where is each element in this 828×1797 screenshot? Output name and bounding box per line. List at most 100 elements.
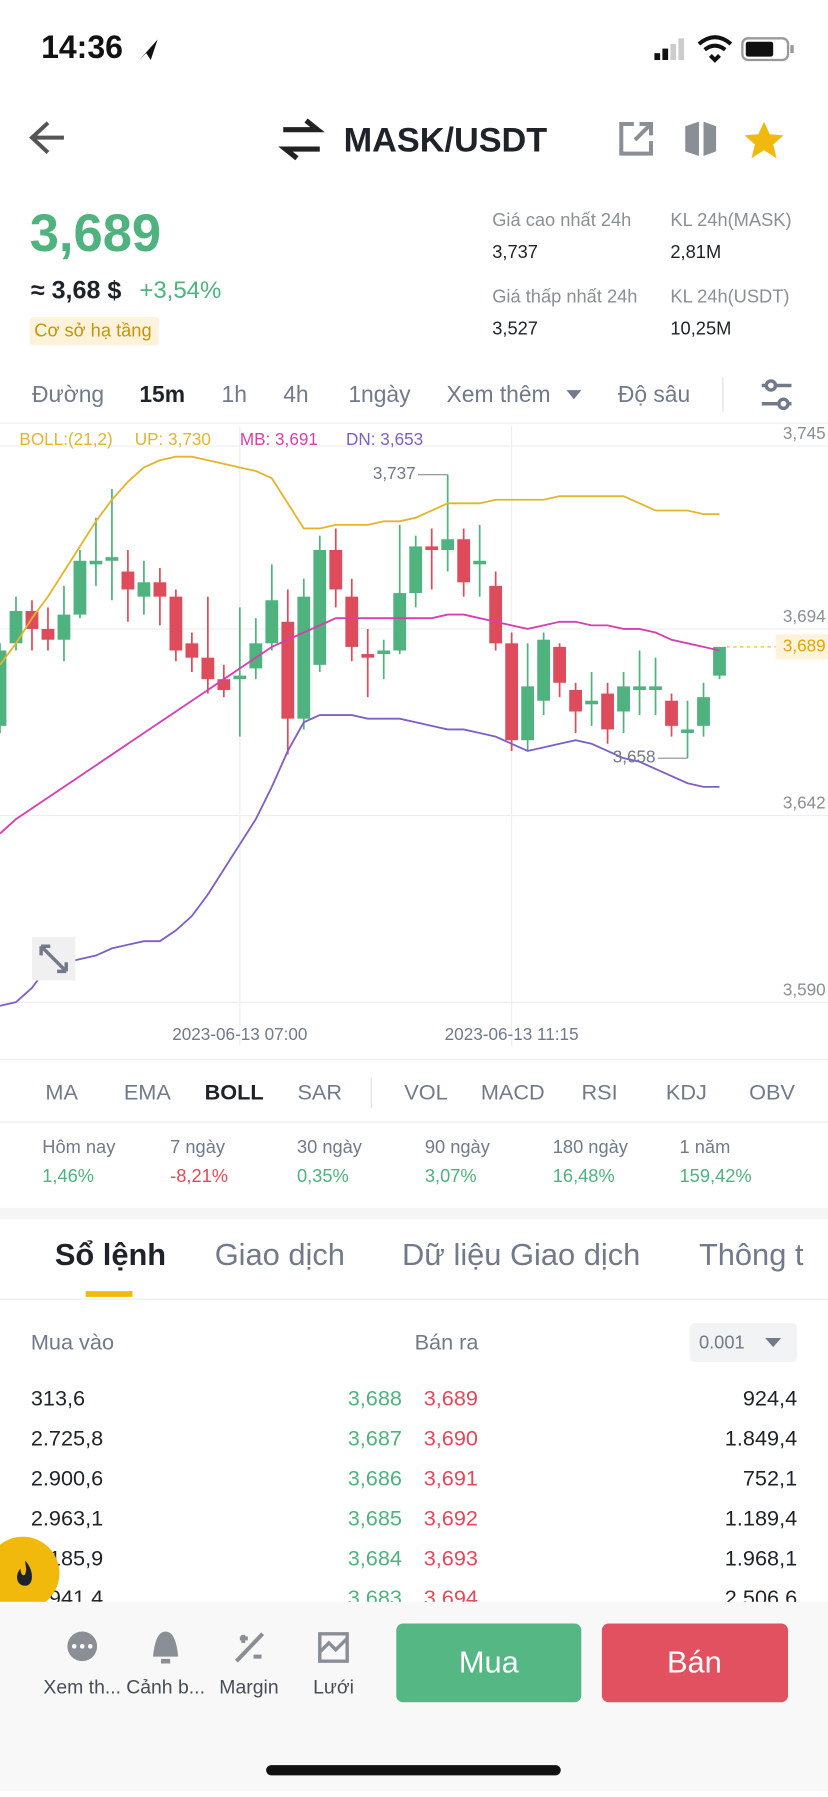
indicator-tab[interactable]: KDJ — [666, 1079, 707, 1104]
bid-header: Mua vào — [31, 1329, 114, 1354]
bid-price: 3,685 — [348, 1505, 402, 1530]
location-icon — [139, 39, 158, 61]
action-label[interactable]: Lưới — [313, 1677, 354, 1699]
period-change: 1,46% — [42, 1165, 94, 1186]
indicator-tab[interactable]: OBV — [749, 1079, 795, 1104]
ask-price: 3,689 — [424, 1385, 478, 1410]
swap-icon[interactable] — [278, 118, 325, 161]
ask-price: 3,690 — [424, 1425, 478, 1450]
y-tick-label: 3,745 — [783, 423, 826, 443]
action-label[interactable]: Xem th... — [43, 1677, 121, 1699]
expand-button[interactable] — [31, 937, 76, 981]
interval-tab[interactable]: Xem thêm — [447, 381, 551, 407]
indicator-tab[interactable]: EMA — [124, 1079, 172, 1104]
candle-body — [297, 596, 311, 719]
action-label[interactable]: Margin — [219, 1677, 278, 1699]
interval-tab[interactable]: 1h — [222, 381, 247, 407]
home-indicator — [266, 1765, 561, 1776]
candle-body — [313, 549, 327, 665]
section-tab[interactable]: Thông tin — [699, 1237, 828, 1272]
interval-tab[interactable]: 1ngày — [348, 381, 411, 407]
indicator-tab[interactable]: MACD — [481, 1079, 545, 1104]
period-change: 16,48% — [553, 1165, 615, 1186]
candle-body — [489, 585, 503, 644]
indicator-tab[interactable]: SAR — [297, 1079, 342, 1104]
settings-button[interactable] — [761, 379, 792, 411]
ask-header: Bán ra — [415, 1329, 480, 1354]
last-price-badge — [775, 634, 828, 660]
buy-button[interactable] — [396, 1623, 582, 1703]
candle-body — [201, 657, 215, 680]
usd-price: ≈ 3,68 $ — [31, 276, 122, 304]
candle-body — [281, 621, 295, 719]
sector-tag[interactable]: Cơ sở hạ tầng — [34, 320, 151, 341]
x-tick-label: 2023-06-13 07:00 — [172, 1024, 307, 1044]
indicator-tab[interactable]: MA — [45, 1079, 78, 1104]
back-button[interactable] — [29, 121, 64, 154]
candle-body — [665, 700, 678, 726]
dropdown-icon — [566, 390, 582, 400]
bid-price: 3,684 — [348, 1545, 402, 1570]
section-tab[interactable]: Dữ liệu Giao dịch — [402, 1237, 640, 1272]
candle-body — [361, 654, 375, 658]
ask-price: 3,692 — [424, 1505, 478, 1530]
candle-body — [681, 729, 694, 734]
stat-label: KL 24h(USDT) — [670, 285, 789, 306]
indicator-label: BOLL:(21,2) — [19, 429, 112, 449]
ask-price: 3,693 — [424, 1545, 478, 1570]
period-label: 90 ngày — [425, 1136, 491, 1157]
indicator-tab[interactable]: VOL — [404, 1079, 447, 1104]
candle-body — [121, 571, 135, 590]
floating-button[interactable] — [0, 1536, 60, 1610]
candle-body — [345, 596, 359, 647]
candle-body — [105, 557, 119, 561]
indicator-tab[interactable]: RSI — [582, 1079, 618, 1104]
bid-amount: 2.725,8 — [31, 1425, 103, 1450]
candle-body — [425, 546, 439, 550]
battery-icon — [741, 37, 794, 62]
sell-button[interactable] — [601, 1623, 789, 1703]
compare-button[interactable] — [685, 121, 717, 156]
bid-price: 3,688 — [348, 1385, 402, 1410]
candle-body — [617, 686, 630, 712]
candle-body — [73, 560, 87, 615]
interval-tab[interactable]: Độ sâu — [618, 381, 690, 407]
alert-icon — [153, 1631, 179, 1664]
candle-body — [713, 646, 726, 676]
last-price-label: 3,689 — [783, 635, 826, 655]
section-gap — [0, 1207, 828, 1220]
bid-amount: 2.900,6 — [31, 1465, 103, 1490]
candle-body — [601, 693, 614, 730]
ask-amount: 924,4 — [743, 1385, 797, 1410]
bid-amount: 2.963,1 — [31, 1505, 103, 1530]
favorite-button[interactable] — [744, 121, 784, 159]
interval-tab[interactable]: Đường — [32, 381, 104, 407]
interval-tab[interactable]: 15m — [139, 381, 185, 407]
precision: 0.001 — [699, 1332, 745, 1353]
indicator-tab[interactable]: BOLL — [205, 1079, 264, 1104]
y-tick-label: 3,642 — [783, 793, 826, 813]
candle-body — [57, 614, 71, 640]
precision-select[interactable] — [689, 1323, 798, 1362]
annotation-label: 3,737 — [373, 463, 416, 483]
ask-amount: 1.849,4 — [725, 1425, 797, 1450]
stat-label: KL 24h(MASK) — [670, 209, 791, 230]
candle-body — [553, 646, 567, 683]
candle-body — [9, 611, 23, 644]
section-tab[interactable]: Sổ lệnh — [55, 1237, 166, 1272]
legend-entry: UP: 3,730 — [135, 429, 211, 449]
y-tick-label: 3,694 — [783, 606, 826, 626]
buy-label: Mua — [459, 1645, 520, 1680]
boll-line — [0, 714, 720, 1007]
candle-body — [393, 593, 407, 651]
action-label[interactable]: Cảnh b... — [126, 1677, 205, 1699]
candle-body — [505, 643, 519, 741]
period-label: 30 ngày — [297, 1136, 363, 1157]
candle-body — [697, 697, 710, 726]
interval-tab[interactable]: 4h — [283, 381, 308, 407]
ask-amount: 1.968,1 — [725, 1545, 797, 1570]
candle-body — [409, 546, 423, 594]
share-button[interactable] — [619, 121, 653, 156]
section-tab[interactable]: Giao dịch — [215, 1237, 345, 1272]
